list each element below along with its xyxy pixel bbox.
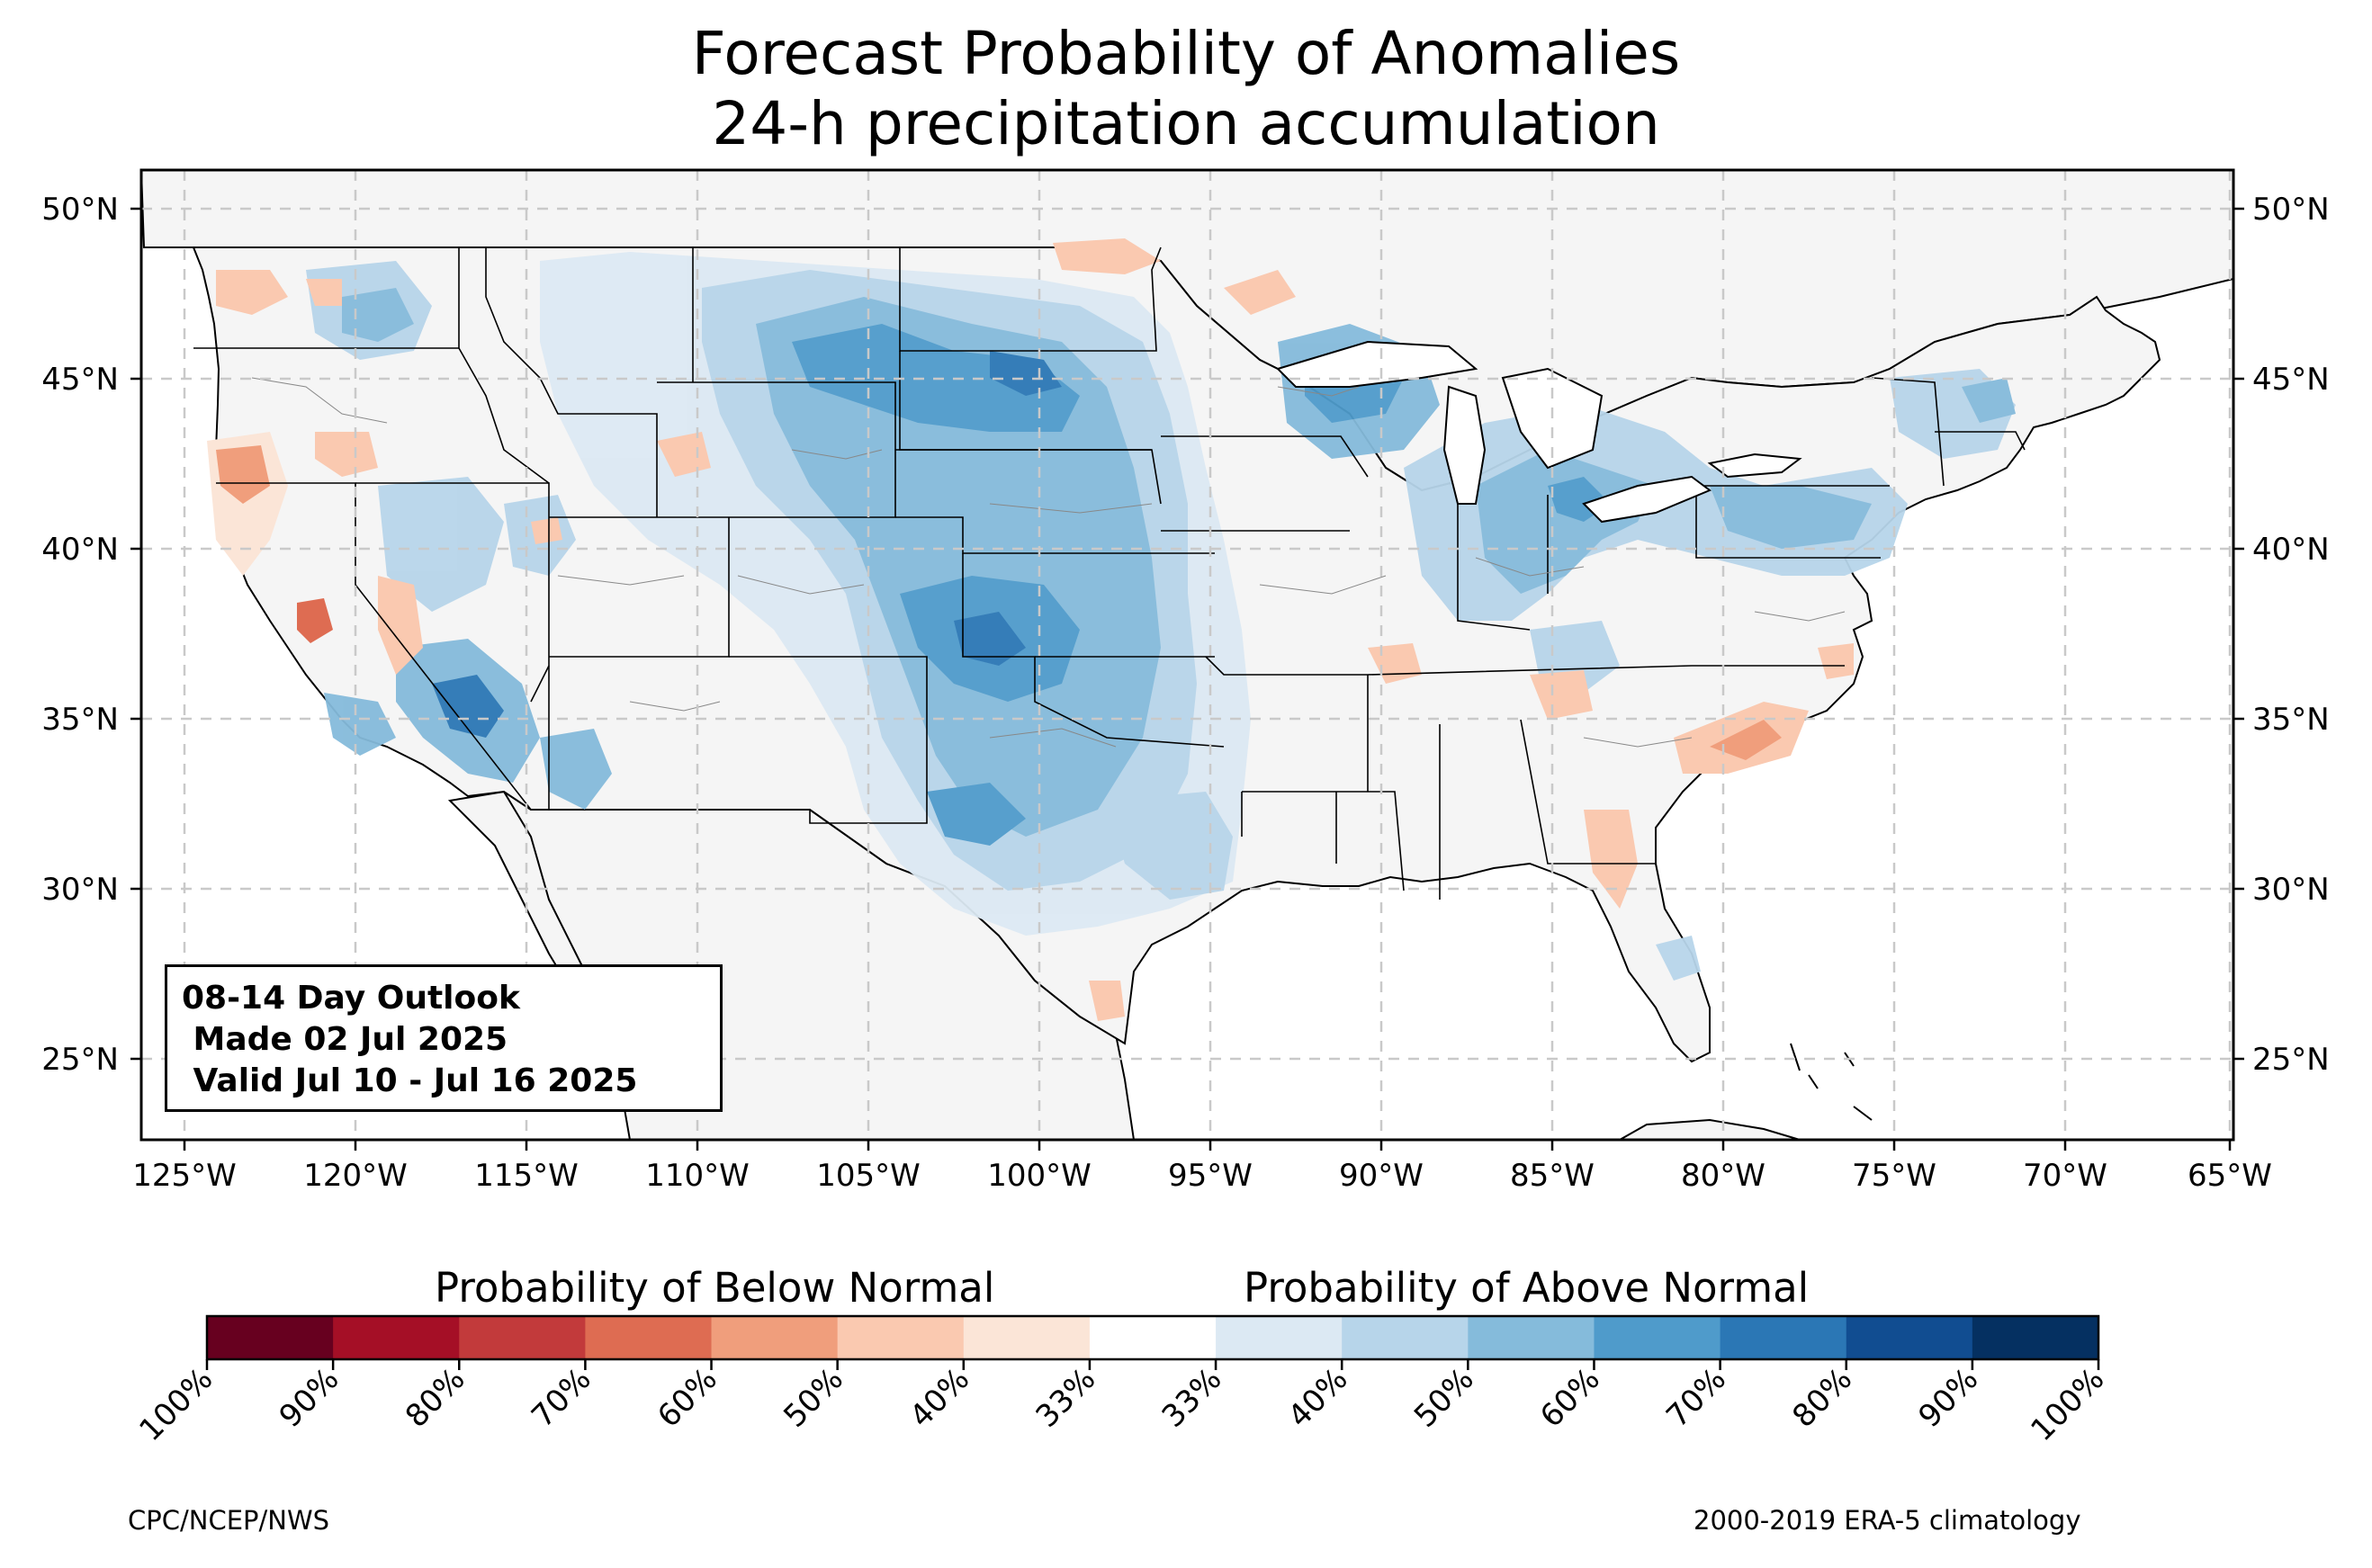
lat-label: 30°N — [41, 872, 119, 908]
lon-label: 65°W — [2188, 1158, 2272, 1194]
cuba-land — [1617, 1118, 1801, 1140]
climatology-text: 2000-2019 ERA-5 climatology — [1694, 1505, 2081, 1536]
gridlines — [141, 170, 2233, 1140]
outlook-made-date: Made 02 Jul 2025 — [182, 1021, 508, 1058]
colorbar-swatch — [1468, 1316, 1595, 1359]
lat-label: 25°N — [2252, 1042, 2330, 1078]
lat-label: 35°N — [2252, 702, 2330, 738]
lat-label: 45°N — [41, 362, 119, 398]
chart-subtitle: 24-h precipitation accumulation — [712, 89, 1660, 158]
colorbar-tick-label: 80% — [399, 1361, 472, 1435]
lat-label: 40°N — [2252, 532, 2330, 568]
colorbar-tick-label: 100% — [132, 1361, 220, 1448]
lon-label: 115°W — [474, 1158, 579, 1194]
colorbar-swatch — [1342, 1316, 1469, 1359]
colorbar-tick-label: 50% — [777, 1361, 850, 1435]
colorbar-tick-label: 33% — [1155, 1361, 1229, 1435]
lat-label: 30°N — [2252, 872, 2330, 908]
colorbar-tick-label: 90% — [1912, 1361, 1986, 1435]
colorbar-ticks: 100% 90% 80% 70% 60% 50% 40% 33% 33% 40% 50% 60% 70%… — [132, 1359, 2111, 1448]
lon-label: 75°W — [1852, 1158, 1936, 1194]
outlook-period: 08-14 Day Outlook — [182, 980, 520, 1017]
above-normal-shading — [306, 252, 2016, 981]
colorbar-swatch — [963, 1316, 1091, 1359]
lon-label: 100°W — [987, 1158, 1092, 1194]
lat-label: 50°N — [2252, 192, 2330, 228]
colorbar-swatch — [1720, 1316, 1847, 1359]
colorbar — [205, 1314, 2100, 1361]
colorbar-swatch — [207, 1316, 334, 1359]
colorbar-tick-label: 60% — [1533, 1361, 1607, 1435]
colorbar-swatch — [1089, 1316, 1217, 1359]
colorbar-tick-label: 100% — [2024, 1361, 2111, 1448]
lat-label: 50°N — [41, 192, 119, 228]
lon-labels: 125°W 120°W 115°W 110°W 105°W 100°W 95°W… — [132, 1158, 2272, 1194]
lon-label: 80°W — [1681, 1158, 1766, 1194]
lon-label: 70°W — [2023, 1158, 2107, 1194]
colorbar-tick-label: 50% — [1407, 1361, 1481, 1435]
colorbar-swatch — [711, 1316, 839, 1359]
colorbar-swatch — [1846, 1316, 1973, 1359]
colorbar-tick-label: 40% — [1281, 1361, 1355, 1435]
lon-label: 110°W — [645, 1158, 750, 1194]
credit-text: CPC/NCEP/NWS — [128, 1505, 330, 1536]
lon-label: 105°W — [816, 1158, 921, 1194]
colorbar-swatch — [333, 1316, 460, 1359]
colorbar-tick-label: 60% — [651, 1361, 724, 1435]
colorbar-tick-label: 70% — [1659, 1361, 1733, 1435]
colorbar-tick-label: 80% — [1785, 1361, 1859, 1435]
outlook-info-box: 08-14 Day Outlook Made 02 Jul 2025 Valid… — [165, 964, 723, 1112]
lon-label: 120°W — [303, 1158, 408, 1194]
below-normal-shading — [207, 238, 1854, 1021]
colorbar-swatch — [459, 1316, 586, 1359]
lat-label: 35°N — [41, 702, 119, 738]
colorbar-swatch — [1216, 1316, 1343, 1359]
colorbar-swatch — [837, 1316, 965, 1359]
colorbar-tick-label: 40% — [903, 1361, 976, 1435]
above-normal-label: Probability of Above Normal — [1244, 1264, 1810, 1312]
colorbar-tick-label: 90% — [273, 1361, 346, 1435]
colorbar-tick-label: 33% — [1029, 1361, 1103, 1435]
below-normal-label: Probability of Below Normal — [435, 1264, 995, 1312]
colorbar-swatch — [585, 1316, 713, 1359]
colorbar-swatch — [1972, 1316, 2099, 1359]
chart-title: Forecast Probability of Anomalies — [691, 19, 1681, 88]
lat-label: 45°N — [2252, 362, 2330, 398]
lat-labels: 50°N 45°N 40°N 35°N 30°N 25°N 50°N 45°N … — [41, 192, 2329, 1078]
colorbar-swatch — [1594, 1316, 1721, 1359]
tick-marks — [130, 207, 2244, 1151]
outlook-valid-range: Valid Jul 10 - Jul 16 2025 — [182, 1062, 638, 1099]
lon-label: 90°W — [1339, 1158, 1424, 1194]
map-frame — [139, 168, 2235, 1142]
county-lines — [251, 377, 1846, 748]
colorbar-frame — [205, 1314, 2100, 1361]
lon-label: 95°W — [1168, 1158, 1253, 1194]
lat-label: 25°N — [41, 1042, 119, 1078]
lat-label: 40°N — [41, 532, 119, 568]
colorbar-tick-label: 70% — [525, 1361, 598, 1435]
lon-label: 85°W — [1510, 1158, 1595, 1194]
lon-label: 125°W — [132, 1158, 237, 1194]
